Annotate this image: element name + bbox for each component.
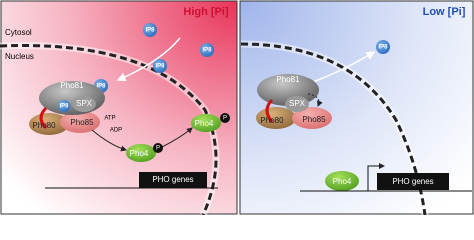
ip8-label: IP8 [59,104,69,110]
atp: ATP [104,116,115,122]
arrow [307,93,323,107]
pho80-label: Pho80 [32,121,56,130]
pho80-label: Pho80 [260,116,284,125]
label-nucleus: Nucleus [5,52,34,61]
pho4 [126,144,156,162]
arrow [307,51,376,85]
arrow [116,37,181,82]
phosphate-label: P [156,146,160,152]
spx-label: SPX [289,99,306,108]
pho4 [325,171,359,191]
ip8 [58,100,70,112]
pho4-label: Pho4 [130,149,149,158]
pho80 [29,113,69,135]
promoter-arrow [367,163,385,191]
spx [72,96,96,112]
pho85-label: Pho85 [70,118,94,127]
arrow [159,127,193,149]
pho81-label: Pho81 [60,81,84,90]
nuclear-membrane [0,44,218,216]
ip8: IP8 [143,23,157,37]
phosphate-label: P [223,116,227,122]
gene-box [377,173,449,190]
spx [285,96,309,112]
pho85 [292,107,332,129]
phosphate [220,113,230,123]
ip8 [376,40,390,54]
pho4-label: Pho4 [333,177,352,186]
pho4-label: Pho4 [195,119,214,128]
adp: ADP [110,128,122,134]
pho81-label: Pho81 [276,75,300,84]
link [265,98,274,123]
label-cytosol: Cytosol [5,28,32,37]
arrow [91,129,127,152]
ip8: IP8 [200,43,214,57]
gene-label: PHO genes [152,175,193,184]
label: IP8 [96,84,106,90]
pho85 [60,111,100,133]
pho85-label: Pho85 [302,115,326,124]
gene-label: PHO genes [392,177,433,186]
panel-high: High [Pi] Cytosol Nucleus IP8 IP8 IP8 IP… [0,0,238,217]
label: IP8 [202,48,212,54]
ip8: IP8 [153,59,167,73]
link [39,106,48,130]
panel-low: Low [Pi] IP8 Pho81 SPX Pho80 Pho85 Pho4 … [239,0,474,216]
diagram: High [Pi] Cytosol Nucleus IP8 IP8 IP8 IP… [0,0,474,217]
panel-title: High [Pi] [183,6,229,18]
ip8-label: IP8 [378,45,388,51]
spx-label: SPX [76,99,93,108]
phosphate [153,143,163,153]
panel-title: Low [Pi] [423,6,466,18]
pho4 [191,114,221,132]
label: IP8 [145,28,155,34]
gene-box [139,172,207,188]
label: IP8 [155,64,165,70]
